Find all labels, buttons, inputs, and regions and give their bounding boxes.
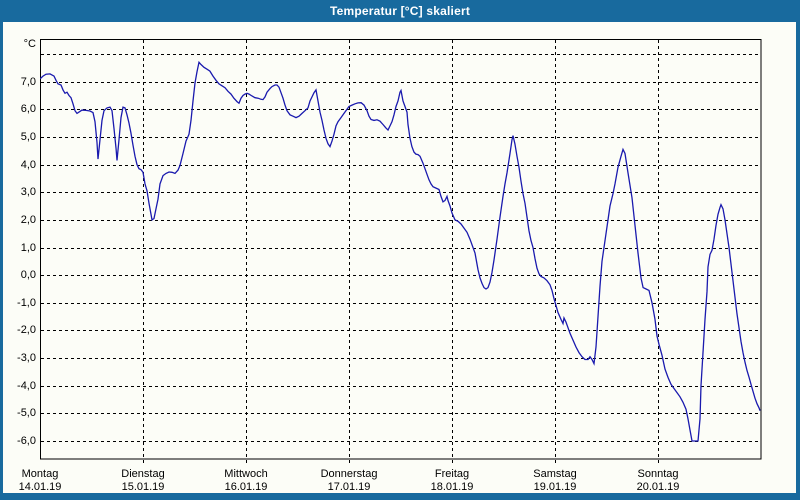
y-tick-label: 7,0 [20,75,36,88]
x-date-label: 19.01.19 [533,481,577,493]
x-date-label: 16.01.19 [224,481,268,493]
window-title: Temperatur [°C] skaliert [329,4,471,18]
plot-area[interactable] [39,39,762,472]
y-tick-label: -6,0 [17,435,36,447]
x-weekday-label: Sonntag [637,468,679,480]
temperature-line [39,60,761,442]
y-tick-label: 3,0 [20,186,36,199]
x-date-label: 20.01.19 [636,481,680,493]
y-tick-label: 4,0 [20,158,36,171]
y-tick-label: 5,0 [20,130,36,143]
y-tick-label: -5,0 [17,407,36,420]
x-date-label: 17.01.19 [327,481,371,493]
x-weekday-label: Donnerstag [320,468,378,480]
chart-panel: °C 7,0 6,0 5,0 4,0 3,0 2,0 1,0 0,0 -1,0 -2,0 -3,0 -4… [3,22,796,493]
temperature-chart-svg [39,39,762,466]
y-axis-unit-label: °C [23,38,36,50]
y-tick-label: -4,0 [17,379,36,392]
x-weekday-label: Samstag [533,468,577,480]
plot-border [40,39,762,460]
x-date-label: 18.01.19 [430,481,474,493]
y-tick-label: 1,0 [20,241,36,254]
y-tick-label: -3,0 [17,352,36,365]
y-tick-label: 0,0 [20,269,36,282]
x-weekday-label: Mittwoch [224,468,268,480]
x-date-label: 14.01.19 [18,481,62,493]
y-tick-label: 2,0 [20,213,36,226]
window-titlebar[interactable]: Temperatur [°C] skaliert [0,0,800,22]
y-tick-label: -1,0 [17,296,36,309]
y-tick-label: 6,0 [20,103,36,116]
x-weekday-label: Dienstag [121,468,165,480]
x-weekday-label: Freitag [434,468,470,480]
y-tick-label: -2,0 [17,324,36,337]
x-weekday-label: Montag [21,468,59,480]
x-date-label: 15.01.19 [121,481,165,493]
